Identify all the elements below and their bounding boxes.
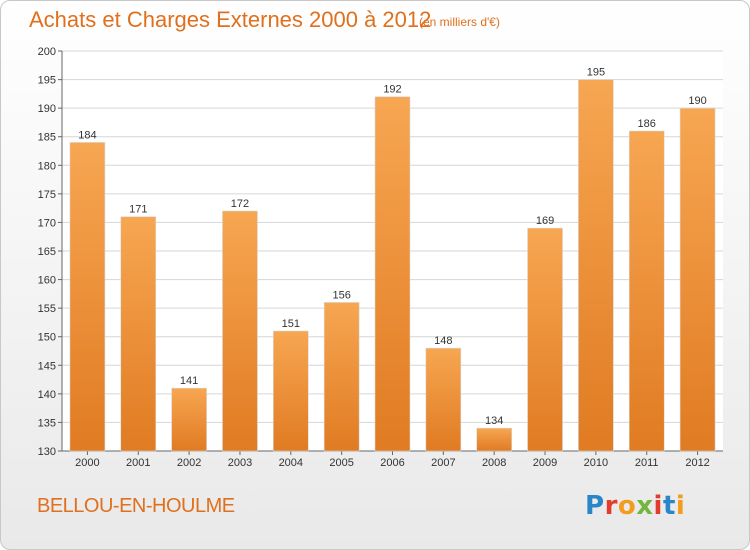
logo-letter: x	[636, 491, 654, 521]
value-label: 151	[282, 318, 300, 330]
x-tick-label: 2003	[228, 457, 252, 469]
value-label: 172	[231, 198, 249, 210]
y-tick-label: 160	[38, 275, 56, 287]
y-tick-label: 130	[38, 446, 56, 458]
commune-name: BELLOU-EN-HOULME	[37, 495, 235, 517]
x-tick-label: 2009	[533, 457, 557, 469]
y-tick-label: 170	[38, 217, 56, 229]
logo-letter: i	[653, 491, 663, 521]
logo-letter: t	[662, 491, 676, 521]
bar-2005[interactable]	[323, 302, 360, 452]
bar-2012[interactable]	[679, 107, 716, 452]
logo-letter: i	[675, 491, 686, 521]
unit-note: (en milliers d'€)	[419, 15, 500, 29]
y-tick-label: 185	[38, 132, 56, 144]
logo-letter: P	[585, 491, 605, 521]
logo-letter: o	[617, 491, 637, 521]
y-tick-label: 145	[38, 360, 56, 372]
value-label: 184	[78, 129, 96, 141]
x-tick-label: 2010	[584, 457, 608, 469]
y-tick-label: 180	[38, 160, 56, 172]
x-tick-label: 2002	[177, 457, 201, 469]
x-tick-label: 2012	[685, 457, 709, 469]
y-tick-label: 190	[38, 103, 56, 115]
proxiti-logo[interactable]: Proxiti	[585, 491, 685, 521]
bar-layer: 184 171 141 172 151 156 192 148 134 169 195 186 190	[69, 67, 716, 452]
bar-2000[interactable]	[69, 142, 106, 452]
y-tick-label: 175	[38, 189, 56, 201]
y-tick-label: 165	[38, 246, 56, 258]
y-tick-label: 140	[38, 389, 56, 401]
value-label: 186	[638, 118, 656, 130]
x-tick-label: 2001	[126, 457, 150, 469]
bar-2003[interactable]	[222, 210, 258, 452]
bar-2008[interactable]	[476, 427, 512, 452]
x-tick-label: 2004	[279, 457, 303, 469]
value-label: 169	[536, 215, 554, 227]
value-label: 192	[383, 84, 401, 96]
bar-2010[interactable]	[578, 79, 614, 452]
bar-2001[interactable]	[120, 216, 157, 452]
value-label: 171	[129, 204, 147, 216]
x-tick-label: 2006	[380, 457, 404, 469]
bar-2009[interactable]	[527, 227, 563, 452]
bar-2007[interactable]	[425, 347, 462, 452]
bar-2011[interactable]	[628, 130, 665, 452]
logo-letter: r	[604, 491, 618, 521]
x-tick-label: 2011	[635, 457, 659, 469]
x-tick-label: 2007	[431, 457, 455, 469]
y-tick-label: 200	[38, 46, 56, 58]
bar-2002[interactable]	[171, 387, 207, 452]
x-tick-label: 2000	[75, 457, 99, 469]
value-label: 141	[180, 375, 198, 387]
value-label: 156	[332, 289, 350, 301]
value-label: 195	[587, 67, 605, 79]
y-tick-label: 135	[38, 417, 56, 429]
value-label: 134	[485, 415, 503, 427]
chart-title: Achats et Charges Externes 2000 à 2012	[29, 7, 432, 32]
y-tick-label: 155	[38, 303, 56, 315]
bar-2004[interactable]	[273, 330, 309, 452]
y-tick-label: 195	[38, 75, 56, 87]
y-tick-label: 150	[38, 332, 56, 344]
x-tick-label: 2008	[482, 457, 506, 469]
bar-2006[interactable]	[374, 96, 411, 452]
value-label: 148	[434, 335, 452, 347]
x-tick-label: 2005	[329, 457, 353, 469]
value-label: 190	[688, 95, 706, 107]
